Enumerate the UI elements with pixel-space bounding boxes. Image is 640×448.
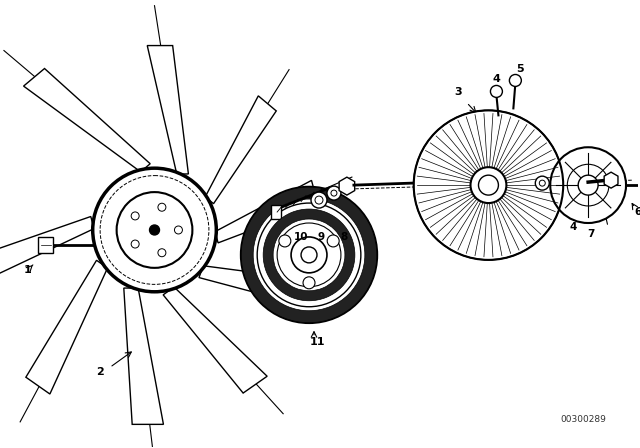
Circle shape <box>315 196 323 204</box>
Polygon shape <box>26 260 108 394</box>
Text: 00300289: 00300289 <box>560 415 606 424</box>
Circle shape <box>311 192 327 208</box>
Text: 11: 11 <box>309 336 324 347</box>
Circle shape <box>535 176 549 190</box>
Text: 9: 9 <box>317 232 324 242</box>
Circle shape <box>331 190 337 196</box>
Circle shape <box>158 249 166 257</box>
Polygon shape <box>215 181 318 243</box>
Circle shape <box>131 240 139 248</box>
Polygon shape <box>124 288 163 424</box>
Circle shape <box>131 212 139 220</box>
Circle shape <box>327 186 341 200</box>
Circle shape <box>413 110 563 260</box>
Circle shape <box>303 277 315 289</box>
Wedge shape <box>263 209 355 301</box>
Text: 4: 4 <box>570 222 577 232</box>
Text: 6: 6 <box>634 207 640 217</box>
Polygon shape <box>0 216 94 288</box>
Circle shape <box>93 168 216 292</box>
Wedge shape <box>241 187 377 323</box>
Circle shape <box>291 237 327 273</box>
Circle shape <box>301 247 317 263</box>
Circle shape <box>327 235 339 247</box>
Circle shape <box>150 225 159 235</box>
Circle shape <box>490 86 502 97</box>
Text: 7: 7 <box>588 229 595 239</box>
Circle shape <box>277 223 341 287</box>
Circle shape <box>279 235 291 247</box>
Circle shape <box>540 180 545 186</box>
Bar <box>38 237 53 253</box>
Text: 5: 5 <box>516 65 524 74</box>
Circle shape <box>158 203 166 211</box>
Circle shape <box>578 175 598 195</box>
Text: 3: 3 <box>455 87 462 97</box>
Polygon shape <box>24 69 150 172</box>
Polygon shape <box>199 266 316 306</box>
Polygon shape <box>147 46 188 174</box>
Circle shape <box>116 192 193 268</box>
Text: 1: 1 <box>24 265 32 275</box>
Circle shape <box>509 74 522 86</box>
Text: 10: 10 <box>294 232 308 242</box>
Circle shape <box>479 175 499 195</box>
Polygon shape <box>205 96 276 204</box>
Circle shape <box>470 167 506 203</box>
Text: 8: 8 <box>340 232 348 242</box>
Polygon shape <box>163 287 267 393</box>
Circle shape <box>550 147 626 223</box>
FancyBboxPatch shape <box>271 205 281 219</box>
Circle shape <box>241 187 377 323</box>
Text: 2: 2 <box>96 366 104 376</box>
Text: 4: 4 <box>493 74 500 85</box>
Circle shape <box>175 226 182 234</box>
